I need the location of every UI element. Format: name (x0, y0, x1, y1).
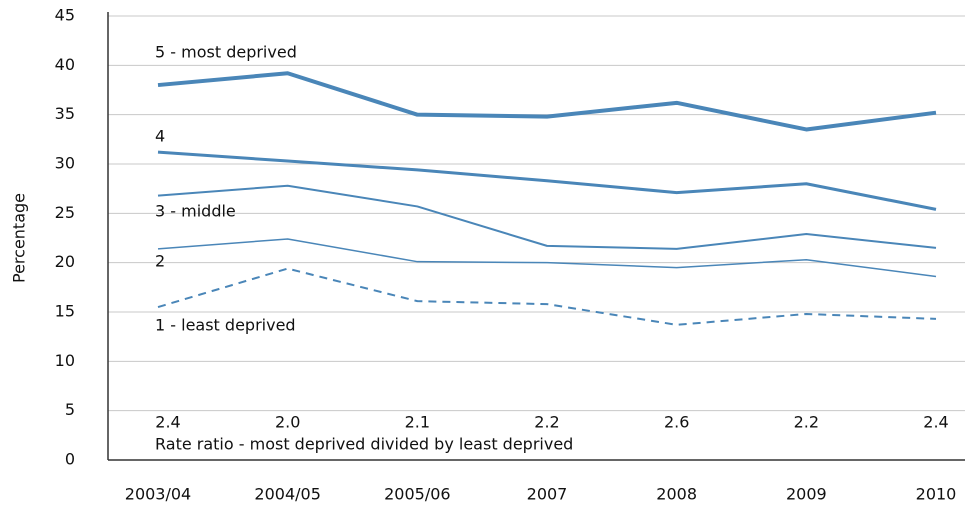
y-tick-label: 45 (55, 6, 75, 25)
series-line (157, 71, 937, 132)
y-tick-label: 5 (65, 400, 75, 419)
x-tick-label: 2008 (656, 485, 697, 504)
rate-ratio-value: 2.2 (534, 413, 559, 432)
series-line (157, 238, 937, 278)
y-tick-label: 35 (55, 104, 75, 123)
x-tick-label: 2010 (916, 485, 957, 504)
y-tick-label: 0 (65, 450, 75, 469)
x-tick-label: 2009 (786, 485, 827, 504)
series-line (157, 267, 937, 326)
series-line (157, 184, 937, 250)
y-tick-label: 10 (55, 351, 75, 370)
y-tick-label: 20 (55, 252, 75, 271)
series-label: 1 - least deprived (155, 316, 296, 335)
x-tick-label: 2003/04 (125, 485, 191, 504)
rate-ratio-value: 2.6 (664, 413, 689, 432)
x-tick-label: 2004/05 (254, 485, 320, 504)
y-tick-label: 25 (55, 203, 75, 222)
y-axis-label: Percentage (10, 193, 29, 283)
series-label: 2 (155, 252, 165, 271)
series-label: 4 (155, 127, 165, 146)
rate-ratio-value: 2.0 (275, 413, 300, 432)
rate-ratio-label: Rate ratio - most deprived divided by le… (155, 435, 573, 454)
x-tick-label: 2005/06 (384, 485, 450, 504)
y-tick-label: 30 (55, 154, 75, 173)
rate-ratio-value: 2.4 (155, 413, 180, 432)
y-tick-label: 40 (55, 55, 75, 74)
rate-ratio-value: 2.1 (405, 413, 430, 432)
series-label: 5 - most deprived (155, 43, 297, 62)
rate-ratio-value: 2.4 (923, 413, 948, 432)
series-label: 3 - middle (155, 202, 236, 221)
series-line (157, 150, 937, 211)
x-tick-label: 2007 (527, 485, 568, 504)
rate-ratio-value: 2.2 (794, 413, 819, 432)
y-tick-label: 15 (55, 302, 75, 321)
